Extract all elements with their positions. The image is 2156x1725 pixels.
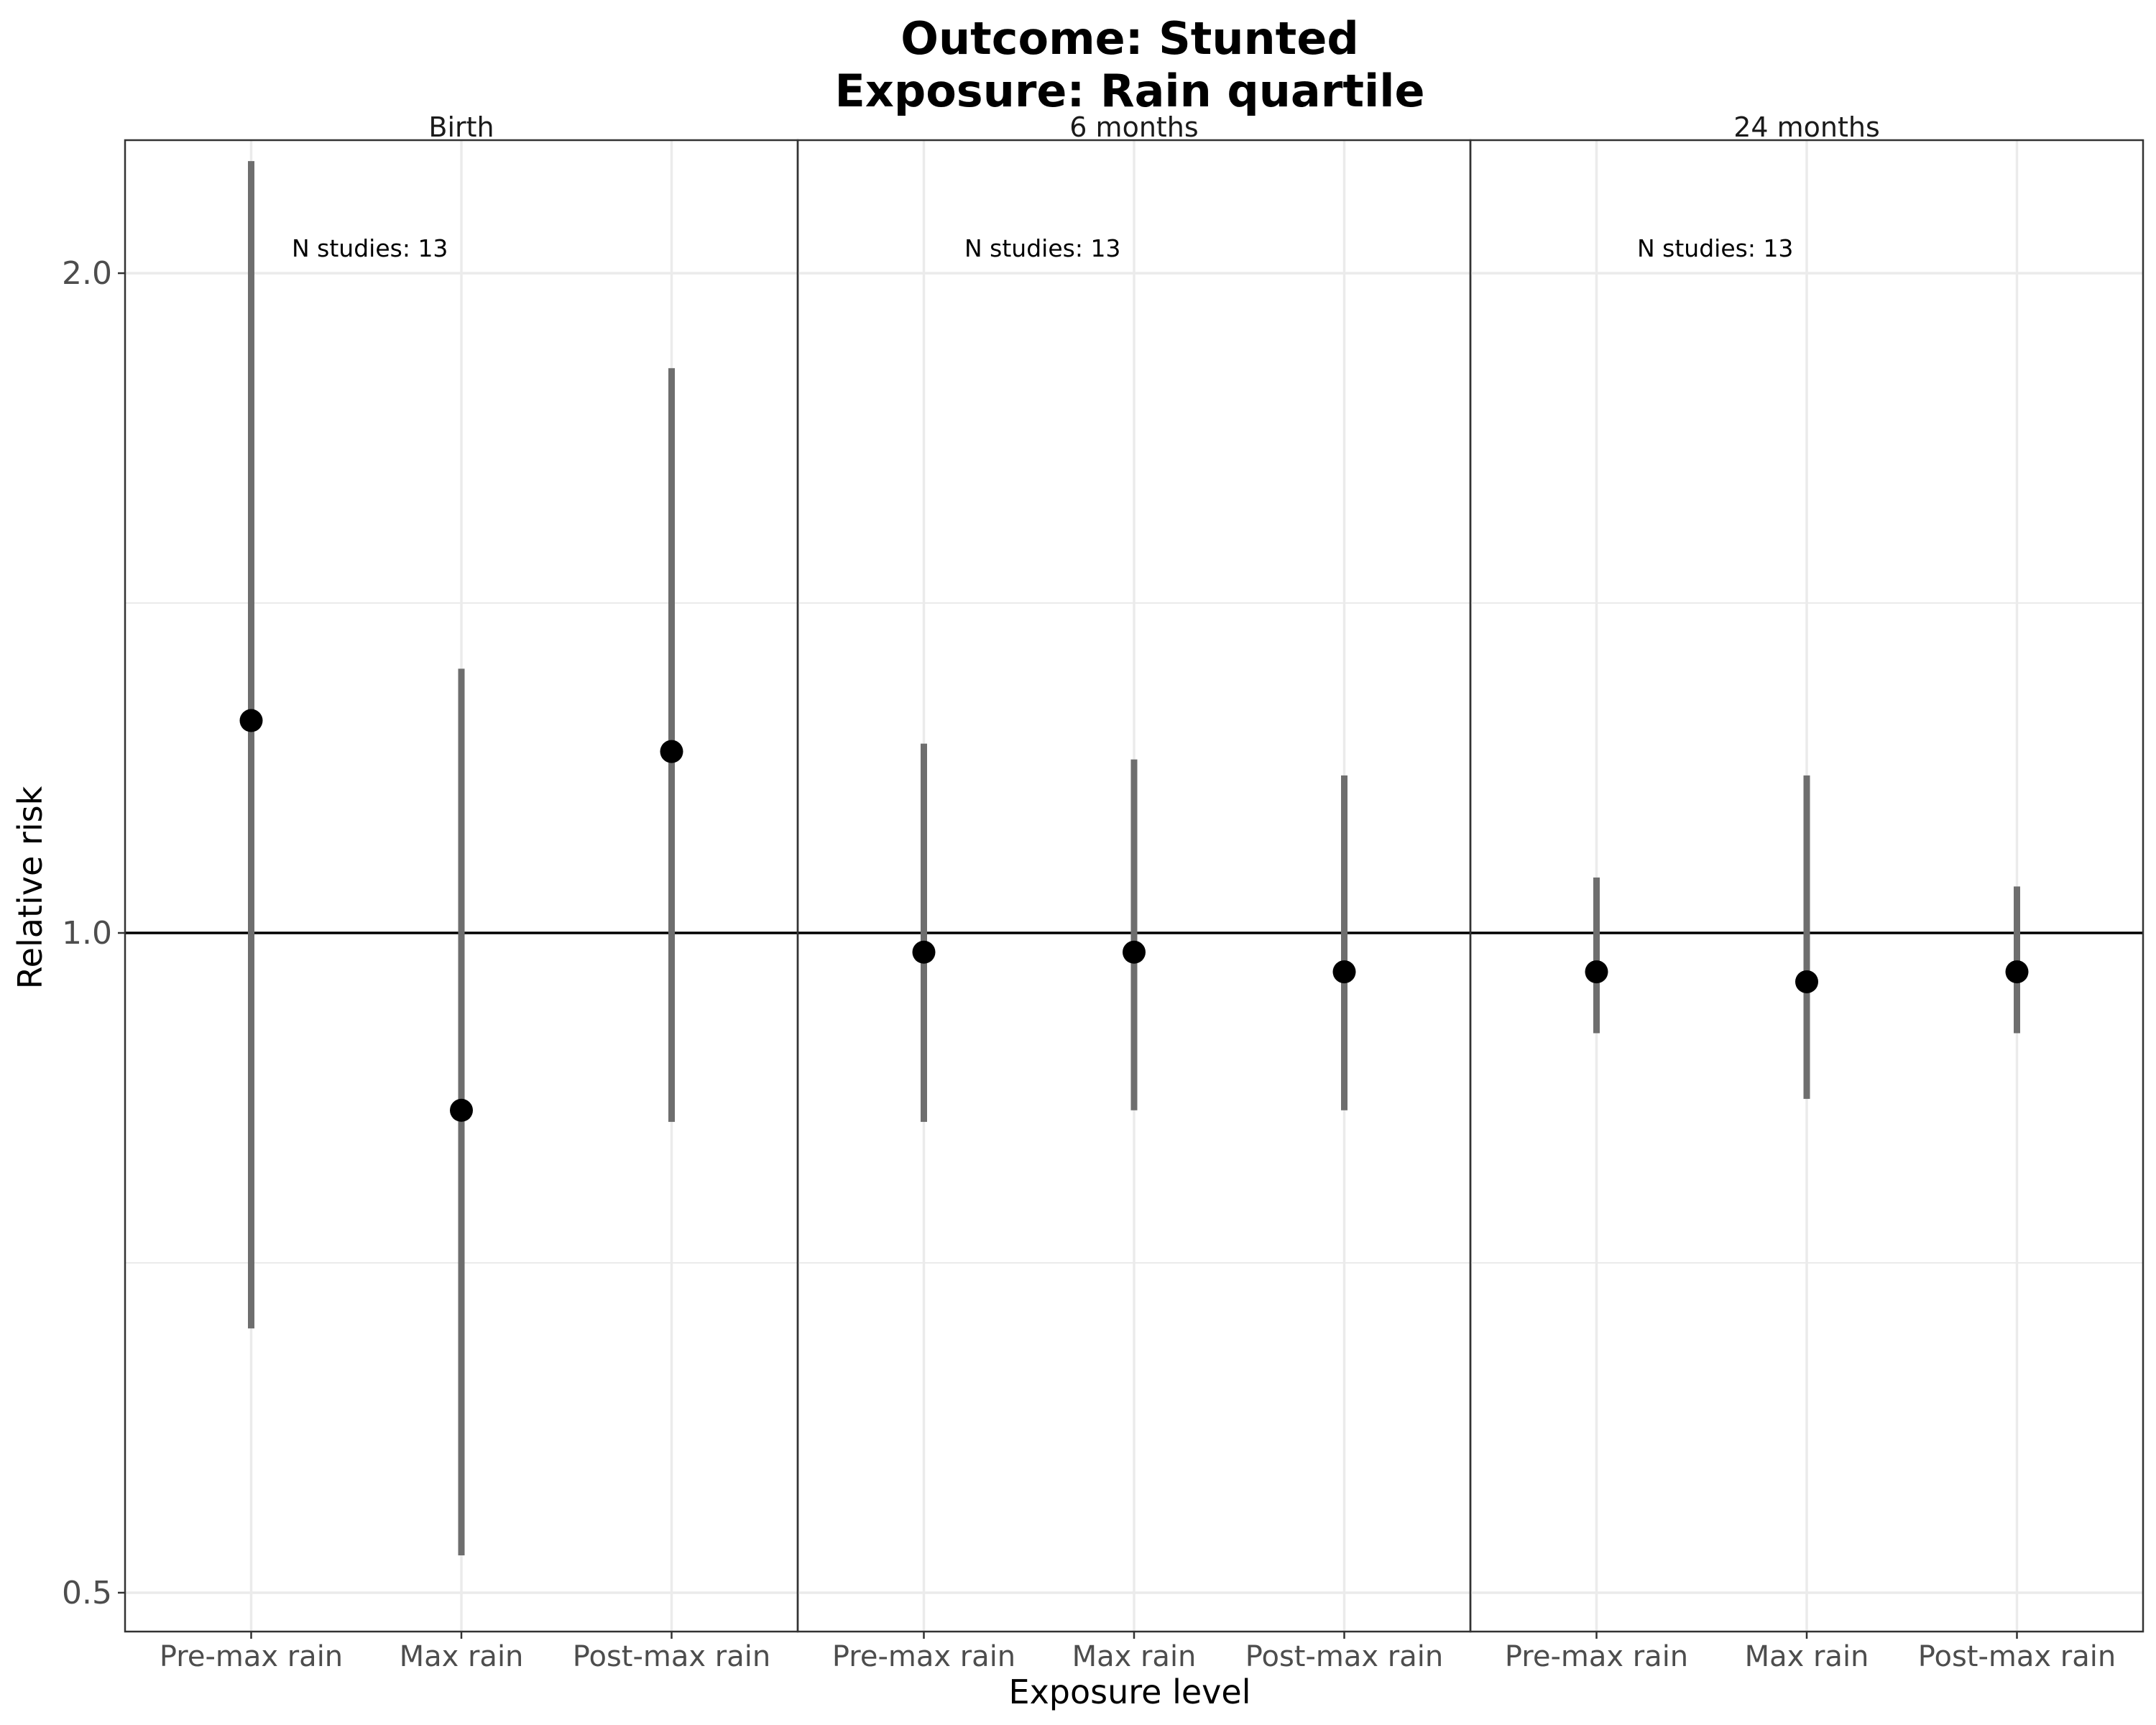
panel-2: 24 months N studies: 13 Pre-max rain Max ra… xyxy=(1469,111,2145,1673)
y-axis-label: Relative risk xyxy=(11,786,50,989)
estimate-point xyxy=(1795,970,1818,993)
estimate-point xyxy=(912,940,936,964)
y-axis: 0.5 1.0 2.0 xyxy=(62,255,125,1611)
estimate-point xyxy=(2005,960,2029,984)
y-tick-label: 0.5 xyxy=(62,1575,112,1611)
n-studies-annotation: N studies: 13 xyxy=(292,234,448,262)
n-studies-annotation: N studies: 13 xyxy=(964,234,1120,262)
x-tick-label: Pre-max rain xyxy=(1505,1640,1688,1673)
panel-1: 6 months N studies: 13 Pre-max rain Max rai… xyxy=(796,111,1472,1673)
panels: Birth N studies: 13 Pre-max rain Max rain Po… xyxy=(124,111,2145,1673)
panel-label: 6 months xyxy=(1069,111,1198,143)
x-tick-label: Pre-max rain xyxy=(832,1640,1015,1673)
y-tick-label: 2.0 xyxy=(62,255,112,292)
estimate-point xyxy=(450,1098,473,1122)
n-studies-annotation: N studies: 13 xyxy=(1637,234,1793,262)
x-tick-label: Post-max rain xyxy=(1245,1640,1443,1673)
x-tick-label: Max rain xyxy=(1072,1640,1197,1673)
panel-label: 24 months xyxy=(1733,111,1880,143)
x-tick-label: Max rain xyxy=(400,1640,524,1673)
estimate-point xyxy=(660,740,683,763)
estimate-point xyxy=(1585,960,1608,984)
x-axis-label: Exposure level xyxy=(1009,1673,1251,1711)
x-tick-label: Post-max rain xyxy=(1918,1640,2116,1673)
chart-subtitle: Exposure: Rain quartile xyxy=(834,65,1424,117)
chart-title: Outcome: Stunted xyxy=(900,12,1359,65)
x-tick-label: Pre-max rain xyxy=(160,1640,343,1673)
estimate-point xyxy=(239,709,263,732)
estimate-point xyxy=(1123,940,1146,964)
estimate-point xyxy=(1332,960,1356,984)
x-tick-label: Post-max rain xyxy=(573,1640,770,1673)
x-tick-label: Max rain xyxy=(1745,1640,1869,1673)
y-tick-label: 1.0 xyxy=(62,915,112,952)
panel-label: Birth xyxy=(428,111,494,143)
panel-0: Birth N studies: 13 Pre-max rain Max rain Po… xyxy=(124,111,799,1673)
